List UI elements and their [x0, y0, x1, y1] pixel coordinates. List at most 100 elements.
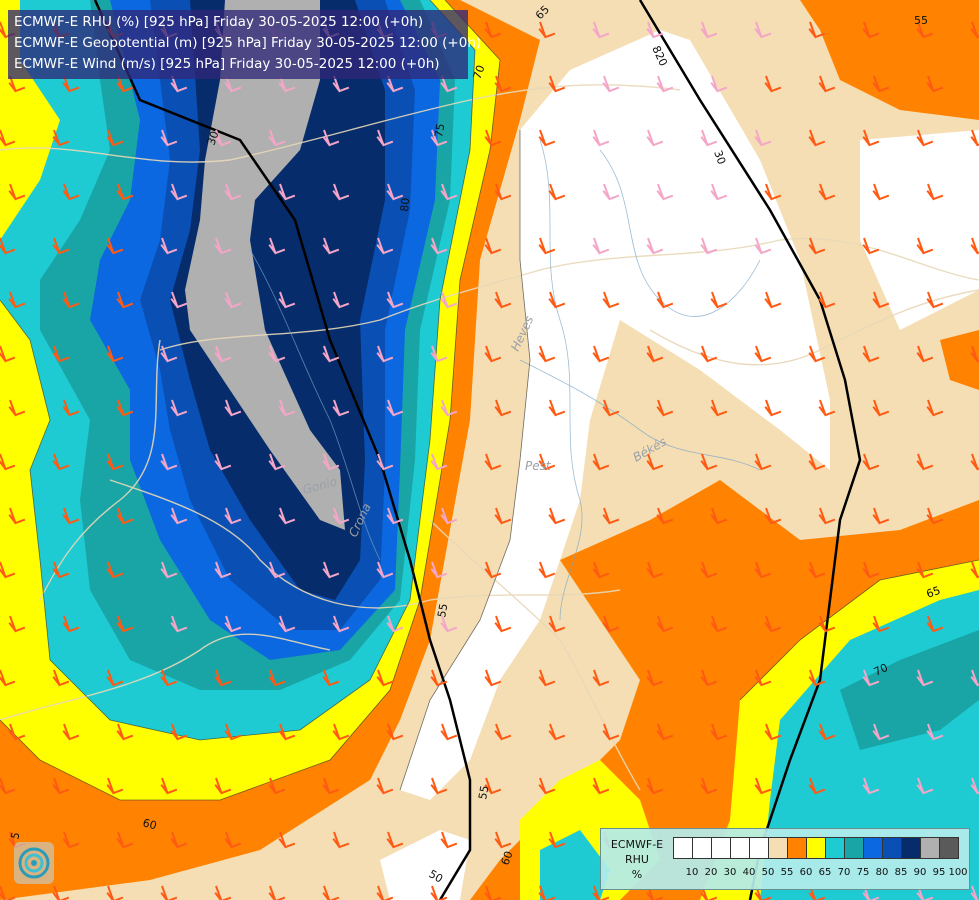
rh-label-55-bottom: 55: [476, 784, 491, 800]
wind-barb-icon: [818, 75, 836, 93]
wind-barb-icon: [808, 777, 826, 795]
wind-barb-icon: [160, 669, 178, 687]
wind-barb-icon: [52, 453, 70, 471]
legend-swatch: [673, 837, 693, 859]
wind-barb-icon: [916, 21, 934, 39]
wind-barb-icon: [278, 723, 296, 741]
wind-barb-icon: [52, 777, 70, 795]
rh-label-60-bottom-left: 60: [141, 816, 158, 832]
wind-barb-icon: [602, 723, 620, 741]
wind-barb-icon: [872, 291, 890, 309]
wind-barb-icon: [0, 561, 16, 579]
wind-barb-icon: [818, 399, 836, 417]
rh-label-55-top-right: 55: [914, 14, 928, 27]
legend-tick-label: 10: [685, 867, 699, 878]
wind-barb-icon: [106, 453, 124, 471]
legend-swatch: [787, 837, 807, 859]
geopotential-isoline-east: [638, 0, 862, 900]
wind-barb-icon: [872, 723, 890, 741]
wind-barb-icon: [764, 183, 782, 201]
legend-title-unit: %: [631, 868, 643, 881]
wind-barb-icon: [602, 615, 620, 633]
wind-barb-icon: [872, 183, 890, 201]
wind-barb-icon: [116, 291, 134, 309]
wind-barb-icon: [106, 669, 124, 687]
wind-barb-icon: [386, 75, 404, 93]
wind-barb-icon: [700, 237, 718, 255]
wind-barb-icon: [754, 453, 772, 471]
rh-label-75-top: 75: [432, 122, 447, 138]
wind-barb-icon: [224, 723, 242, 741]
wind-barb-icon: [170, 831, 188, 849]
wind-barb-icon: [494, 723, 512, 741]
color-legend: ECMWF-E RHU % 10 20 30 40 50 55 60 65 70 75 80 85 90…: [600, 828, 970, 890]
wind-barb-icon: [322, 561, 340, 579]
wind-barb-icon: [700, 453, 718, 471]
wind-barb-icon: [926, 507, 944, 525]
wind-barb-icon: [62, 615, 80, 633]
wind-barb-icon: [926, 615, 944, 633]
wind-barb-icon: [862, 237, 880, 255]
wind-barb-icon: [268, 453, 286, 471]
wind-barb-icon: [538, 345, 556, 363]
wind-barb-icon: [62, 723, 80, 741]
geo-label-30-west: 30: [205, 129, 222, 147]
legend-tick-label: 85: [894, 867, 908, 878]
wind-barb-icon: [656, 291, 674, 309]
wind-barb-icon: [386, 399, 404, 417]
wind-barb-icon: [646, 669, 664, 687]
wind-barb-icon: [700, 777, 718, 795]
wind-barb-icon: [970, 561, 979, 579]
legend-ticks: 10 20 30 40 50 55 60 65 70 75 80 85 90 95 100: [673, 867, 969, 881]
wind-barb-icon: [764, 723, 782, 741]
rh-label-5-left: 5: [8, 831, 22, 841]
wind-barb-icon: [214, 345, 232, 363]
wind-barb-icon: [538, 21, 556, 39]
wind-barb-icon: [862, 453, 880, 471]
wind-barb-icon: [386, 615, 404, 633]
wind-barb-icon: [322, 237, 340, 255]
rh-label-80: 80: [398, 197, 412, 212]
wind-barb-icon: [268, 777, 286, 795]
wind-barb-icon: [160, 453, 178, 471]
geo-label-30-east: 30: [711, 149, 728, 167]
wind-barb-icon: [224, 615, 242, 633]
wind-barb-icon: [116, 507, 134, 525]
wind-barb-icon: [710, 75, 728, 93]
wind-barb-icon: [764, 291, 782, 309]
wind-barb-icon: [916, 237, 934, 255]
wind-barb-icon: [430, 129, 448, 147]
wind-barbs: [0, 21, 979, 900]
wind-barb-icon: [872, 399, 890, 417]
wind-barb-icon: [430, 345, 448, 363]
legend-swatch: [863, 837, 883, 859]
rh-95-core: [185, 0, 345, 530]
wind-barb-icon: [646, 237, 664, 255]
wind-barb-icon: [916, 345, 934, 363]
rh-75-band-se: [840, 630, 979, 750]
wind-barb-icon: [278, 183, 296, 201]
legend-swatch: [806, 837, 826, 859]
wind-barb-icon: [440, 75, 458, 93]
wind-barb-icon: [8, 399, 26, 417]
header-wind-line: ECMWF-E Wind (m/s) [925 hPa] Friday 30-0…: [14, 56, 440, 72]
rh-70-band-sw: [540, 830, 610, 900]
wind-barb-icon: [764, 507, 782, 525]
legend-tick-label: 20: [704, 867, 718, 878]
wind-barb-icon: [214, 561, 232, 579]
wind-barb-icon: [0, 777, 16, 795]
wind-barb-icon: [494, 183, 512, 201]
legend-swatch: [920, 837, 940, 859]
wind-barb-icon: [494, 291, 512, 309]
wind-barb-icon: [970, 669, 979, 687]
wind-barb-icon: [376, 129, 394, 147]
wind-barb-icon: [754, 21, 772, 39]
wind-barb-icon: [386, 183, 404, 201]
wind-barb-icon: [116, 831, 134, 849]
wind-barb-icon: [52, 345, 70, 363]
wind-barb-icon: [754, 129, 772, 147]
legend-swatch: [711, 837, 731, 859]
wind-barb-icon: [116, 615, 134, 633]
wind-barb-icon: [322, 453, 340, 471]
